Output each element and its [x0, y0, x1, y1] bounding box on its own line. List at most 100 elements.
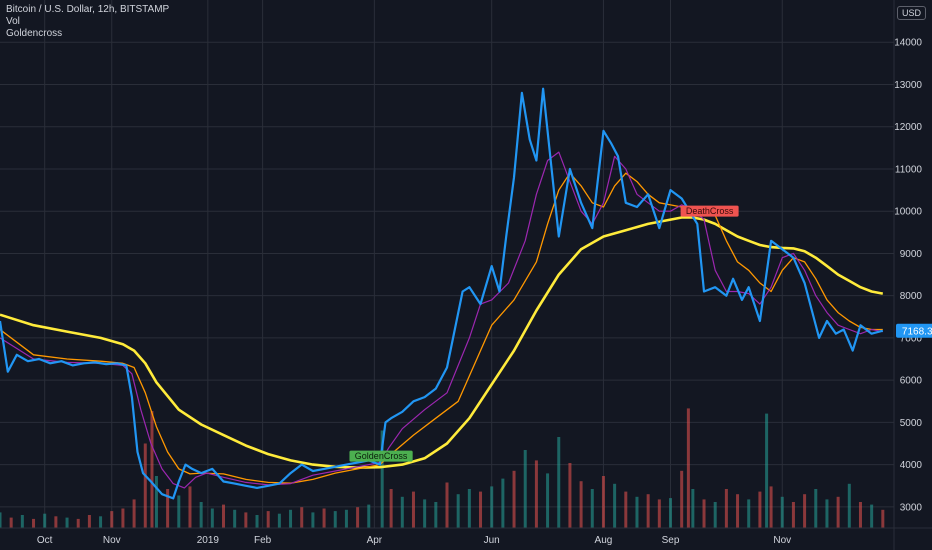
time-tick-label: Apr — [367, 535, 383, 546]
volume-bar — [20, 515, 24, 528]
volume-bar — [143, 443, 147, 528]
volume-bar — [65, 517, 69, 528]
volume-bar — [177, 495, 181, 528]
volume-bar — [445, 482, 449, 528]
volume-bar — [579, 481, 583, 528]
price-tick-label: 8000 — [900, 291, 923, 302]
volume-bar — [512, 470, 516, 528]
price-tick-label: 13000 — [894, 80, 922, 91]
volume-bar — [389, 489, 393, 528]
volume-bar — [825, 499, 829, 528]
ma-fast-line — [0, 151, 883, 489]
currency-badge[interactable]: USD — [896, 6, 926, 20]
volume-bar — [311, 512, 315, 528]
volume-bar — [657, 499, 661, 528]
price-tick-label: 4000 — [900, 460, 923, 471]
volume-bar — [400, 496, 404, 528]
volume-bar — [836, 496, 840, 528]
volume-bar — [456, 494, 460, 528]
volume-bar — [736, 494, 740, 528]
volume-bar — [222, 504, 225, 528]
goldencross-indicator-label[interactable]: Goldencross — [6, 28, 63, 39]
deathcross-label-text: DeathCross — [686, 206, 734, 216]
volume-bar — [54, 516, 58, 528]
volume-bar — [791, 502, 795, 528]
volume-bar — [724, 489, 728, 528]
volume-bar — [166, 489, 170, 528]
time-tick-label: Nov — [103, 535, 121, 546]
volume-bar — [814, 489, 818, 528]
volume-bar — [244, 512, 248, 528]
volume-bar — [646, 494, 650, 528]
volume-bar — [9, 517, 13, 528]
volume-bar — [233, 509, 237, 528]
ma-mid-line — [0, 172, 883, 484]
volume-bar — [747, 499, 751, 528]
volume-bar — [691, 489, 695, 528]
volume-bar — [546, 473, 550, 528]
volume-bar — [635, 496, 639, 528]
time-axis[interactable]: Oct Nov 2019 Feb Apr Jun Aug Sep Nov — [37, 535, 791, 546]
volume-bar — [380, 430, 384, 528]
time-tick-label: Sep — [662, 535, 680, 546]
volume-bar — [713, 502, 717, 528]
price-tick-label: 7000 — [900, 333, 923, 344]
time-tick-label: Feb — [254, 535, 272, 546]
volume-bar — [322, 508, 326, 528]
volume-bar — [43, 513, 47, 528]
volume-bar — [803, 494, 807, 528]
volume-bar — [568, 463, 572, 528]
volume-bar — [423, 499, 427, 528]
price-axis[interactable]: 3000 4000 5000 6000 7000 8000 9000 10000 11000 12… — [894, 38, 922, 514]
volume-bar — [132, 499, 136, 528]
volume-bar — [501, 478, 505, 528]
volume-bar — [847, 483, 851, 528]
time-tick-label: Aug — [595, 535, 613, 546]
last-price-label: 7168.36 — [902, 326, 932, 337]
volume-bar — [87, 515, 91, 528]
volume-bar — [590, 489, 594, 528]
volume-bar — [669, 498, 672, 528]
volume-indicator-label[interactable]: Vol — [6, 16, 20, 27]
volume-bar — [150, 411, 154, 528]
volume-bar — [858, 502, 862, 528]
volume-bar — [686, 408, 690, 528]
volume-bar — [490, 486, 494, 528]
volume-bar — [32, 518, 36, 528]
price-tick-label: 3000 — [900, 502, 923, 513]
time-tick-label: Oct — [37, 535, 53, 546]
volume-bar — [765, 413, 769, 528]
volume-bar — [199, 502, 203, 528]
price-tick-label: 14000 — [894, 38, 922, 49]
volume-bar — [76, 518, 80, 528]
chart-legend: Bitcoin / U.S. Dollar, 12h, BITSTAMP Vol… — [6, 4, 169, 40]
deathcross-label-bg — [680, 205, 739, 217]
time-tick-label: Jun — [484, 535, 500, 546]
volume-bar — [467, 489, 471, 528]
volume-bar — [613, 483, 617, 528]
symbol-title[interactable]: Bitcoin / U.S. Dollar, 12h, BITSTAMP — [6, 4, 170, 15]
volume-bar — [780, 496, 784, 528]
grid — [0, 0, 894, 528]
volume-bar — [121, 508, 125, 528]
price-tick-label: 12000 — [894, 122, 922, 133]
volume-bar — [0, 512, 2, 528]
price-tick-label: 10000 — [894, 207, 922, 218]
series-lines — [0, 87, 884, 500]
volume-bar — [702, 499, 706, 528]
volume-bar — [680, 470, 684, 528]
volume-bar — [344, 509, 348, 528]
goldencross-label: GoldenCross — [349, 450, 413, 462]
volume-bar — [255, 515, 259, 528]
volume-bar — [333, 511, 337, 528]
price-tick-label: 9000 — [900, 249, 923, 260]
price-tick-label: 11000 — [895, 164, 923, 175]
time-tick-label: Nov — [773, 535, 791, 546]
last-price-marker: 7168.36 — [896, 323, 932, 338]
volume-bar — [523, 450, 527, 528]
volume-bar — [277, 513, 281, 528]
volume-bar — [210, 508, 214, 528]
signal-labels: GoldenCross DeathCross — [349, 205, 739, 462]
price-line — [0, 87, 884, 500]
